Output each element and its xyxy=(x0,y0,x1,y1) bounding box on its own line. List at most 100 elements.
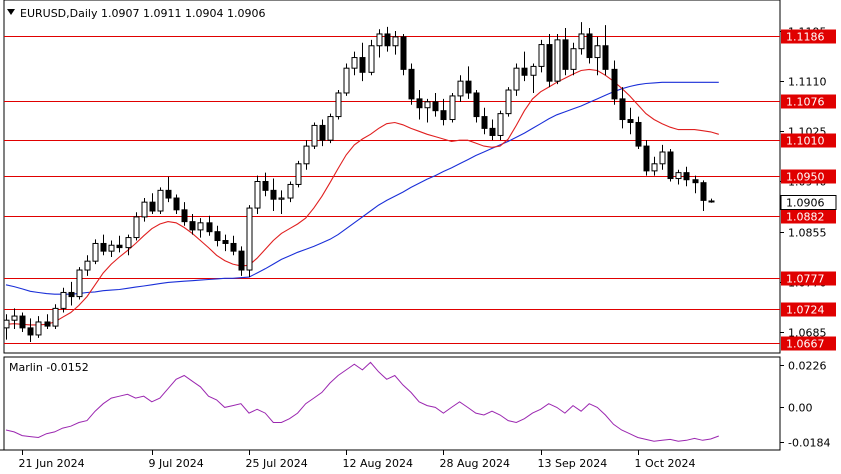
candle-bear xyxy=(521,67,528,76)
symbol-label: EURUSD,Daily xyxy=(20,7,98,20)
candle-bear xyxy=(667,151,674,180)
level-labels: 1.1186 1.1076 1.1010 1.0950 1.0882 1.0777 1.07… xyxy=(781,29,836,351)
candle-bull xyxy=(505,89,512,115)
candle-bull xyxy=(570,48,577,70)
level-label: 1.1186 xyxy=(786,31,825,44)
candle-bear xyxy=(611,68,618,100)
oscillator-pane: 0.0226 0.00 -0.0184 xyxy=(5,360,830,450)
current-price-label: 1.0906 xyxy=(786,197,825,210)
current-price-marker: 1.0906 xyxy=(780,195,837,210)
candle-bull xyxy=(392,36,399,47)
candle-bull xyxy=(311,124,318,147)
candle-bear xyxy=(189,221,196,231)
time-tick-label: 28 Aug 2024 xyxy=(440,457,510,470)
candle-bull xyxy=(376,33,383,47)
candle-bear xyxy=(384,33,391,47)
candle-bull xyxy=(278,197,285,200)
candle-bear xyxy=(416,98,423,109)
candle-bull xyxy=(11,315,18,321)
candle-bull xyxy=(157,189,164,212)
level-label-box xyxy=(781,302,836,317)
price-tick-label: 1.0855 xyxy=(788,227,827,240)
candle-bear xyxy=(165,189,172,199)
horizontal-levels xyxy=(4,36,780,344)
level-label-box xyxy=(781,133,836,148)
ohlc-values: 1.0907 1.0911 1.0904 1.0906 xyxy=(101,7,265,20)
dropdown-triangle-icon[interactable] xyxy=(7,9,15,15)
candle-bear xyxy=(173,197,180,211)
level-label: 1.0667 xyxy=(786,338,825,351)
candle-bear xyxy=(238,250,245,271)
candlesticks xyxy=(3,22,715,343)
candle-bull xyxy=(497,113,504,136)
candle-bull xyxy=(343,67,350,94)
candle-bull xyxy=(76,269,83,298)
candle-bear xyxy=(206,222,213,233)
candle-bull xyxy=(327,116,334,141)
level-label-box xyxy=(781,209,836,224)
time-tick-label: 12 Aug 2024 xyxy=(343,457,413,470)
candle-bear xyxy=(19,315,26,329)
price-tick-label: 1.0685 xyxy=(788,327,827,340)
price-tick-label: 1.1110 xyxy=(788,76,827,89)
candle-bear xyxy=(643,145,650,172)
candle-bull xyxy=(125,237,132,249)
candle-bull xyxy=(108,244,115,252)
candle-bear xyxy=(473,92,480,118)
candle-bear xyxy=(27,327,34,336)
candle-bear xyxy=(359,57,366,73)
candle-bull xyxy=(424,101,431,109)
candle-bull xyxy=(295,163,302,185)
candle-bear xyxy=(68,291,75,298)
candle-bear xyxy=(100,242,107,252)
candle-bull xyxy=(457,80,464,97)
time-tick-label: 1 Oct 2024 xyxy=(635,457,696,470)
candle-bear xyxy=(222,240,229,244)
candle-bear xyxy=(586,33,593,59)
candle-bear xyxy=(432,101,439,112)
chart-header: EURUSD,Daily 1.0907 1.0911 1.0904 1.0906 xyxy=(7,7,265,20)
candle-bull xyxy=(675,172,682,180)
level-label-box xyxy=(781,29,836,44)
candle-bear xyxy=(627,119,634,123)
candle-bear xyxy=(408,68,415,100)
time-tick-label: 9 Jul 2024 xyxy=(149,457,204,470)
candle-bear xyxy=(149,201,156,212)
level-label: 1.1010 xyxy=(786,135,825,148)
candle-bull xyxy=(141,201,148,218)
candle-bear xyxy=(546,44,553,82)
candle-bear xyxy=(700,182,707,201)
candle-bull xyxy=(578,33,585,50)
oscillator-line xyxy=(5,361,719,442)
candle-bear xyxy=(619,98,626,121)
candle-bear xyxy=(440,110,447,121)
level-label: 1.1076 xyxy=(786,96,825,109)
candle-bull xyxy=(449,95,456,121)
ma-red-line xyxy=(5,68,719,326)
candle-bull xyxy=(351,57,358,69)
candle-bear xyxy=(262,181,269,191)
candle-bear xyxy=(214,231,221,242)
candle-bull xyxy=(651,163,658,172)
level-label: 1.0950 xyxy=(786,171,825,184)
oscillator-tick-label: 0.00 xyxy=(788,402,813,415)
ma-blue-line xyxy=(5,81,719,295)
oscillator-tick-label: -0.0184 xyxy=(788,437,830,450)
candle-bull xyxy=(133,216,140,239)
candle-bull xyxy=(659,151,666,165)
level-label-box xyxy=(781,94,836,109)
level-label: 1.0882 xyxy=(786,211,825,224)
moving-averages xyxy=(5,68,719,326)
candle-bear xyxy=(692,179,699,184)
candle-bull xyxy=(303,145,310,165)
candle-bull xyxy=(3,319,10,329)
indicator-label: Marlin -0.0152 xyxy=(9,361,89,374)
candle-bear xyxy=(481,116,488,129)
level-label: 1.0724 xyxy=(786,304,825,317)
candle-bull xyxy=(84,260,91,271)
candle-bull xyxy=(92,242,99,262)
candle-bull xyxy=(246,207,253,271)
candle-bull xyxy=(368,45,375,73)
candle-bear xyxy=(489,127,496,136)
